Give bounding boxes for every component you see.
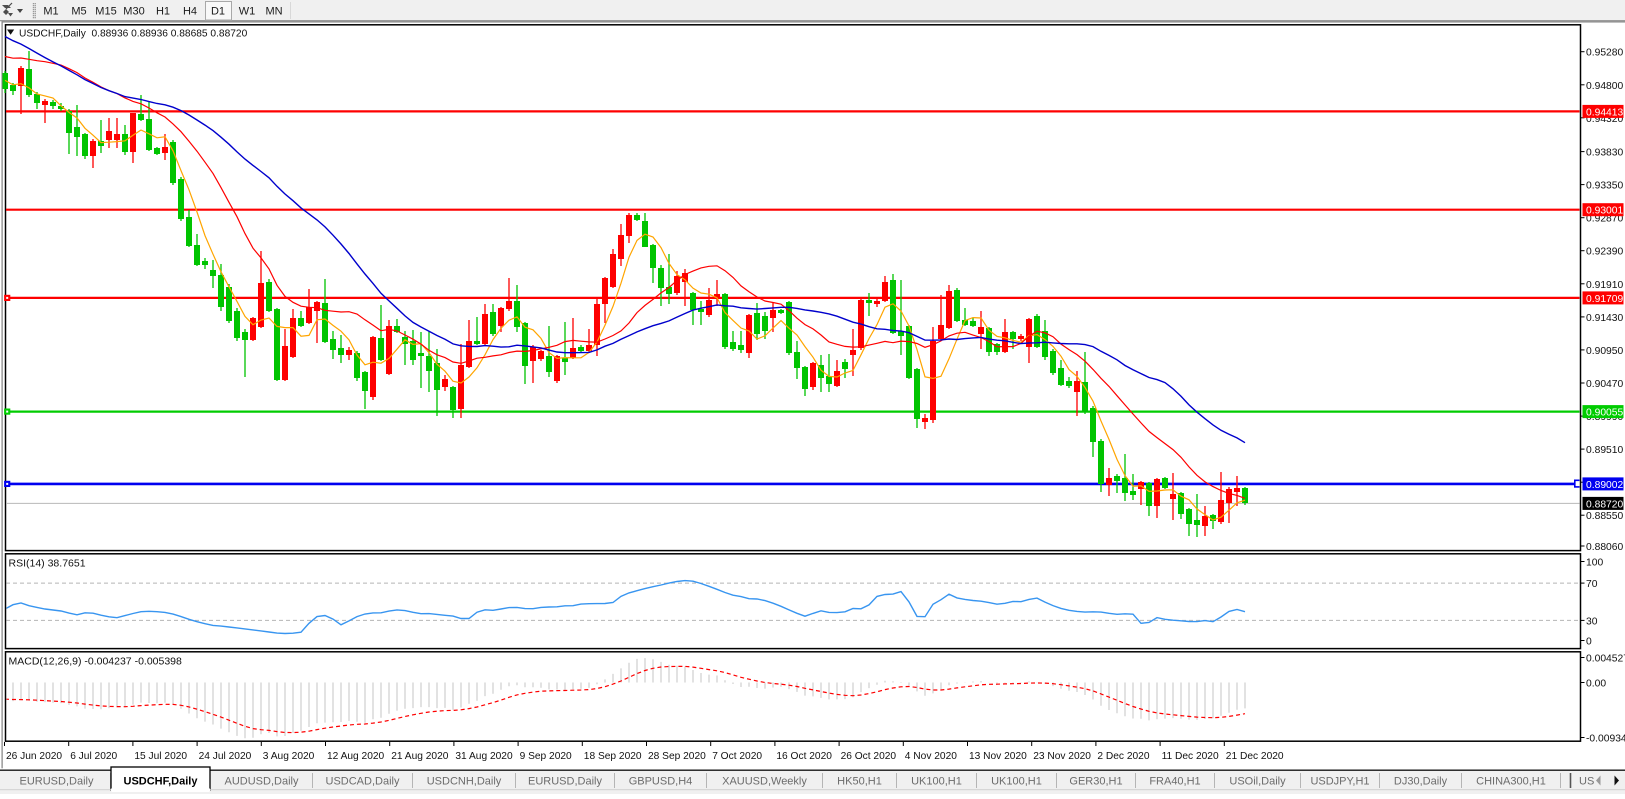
svg-text:11 Dec 2020: 11 Dec 2020 [1162, 751, 1219, 762]
svg-text:7 Oct 2020: 7 Oct 2020 [712, 751, 762, 762]
svg-text:31 Aug 2020: 31 Aug 2020 [455, 751, 513, 762]
svg-text:0.93001: 0.93001 [1586, 206, 1623, 217]
svg-text:UK100,H1: UK100,H1 [911, 776, 962, 788]
svg-text:4 Nov 2020: 4 Nov 2020 [905, 751, 957, 762]
svg-text:MACD(12,26,9) -0.004237 -0.005: MACD(12,26,9) -0.004237 -0.005398 [9, 656, 183, 668]
svg-text:USDCNH,Daily: USDCNH,Daily [427, 776, 502, 788]
svg-text:70: 70 [1586, 579, 1598, 590]
svg-text:15 Jul 2020: 15 Jul 2020 [134, 751, 187, 762]
svg-text:0.93830: 0.93830 [1586, 148, 1623, 159]
svg-text:H4: H4 [183, 6, 197, 18]
svg-text:W1: W1 [239, 6, 256, 18]
svg-text:0.00: 0.00 [1586, 679, 1606, 690]
svg-text:CHINA300,H1: CHINA300,H1 [1476, 776, 1546, 788]
svg-text:0.94413: 0.94413 [1586, 107, 1623, 118]
svg-text:0.91709: 0.91709 [1586, 294, 1623, 305]
svg-text:0.88720: 0.88720 [1586, 499, 1623, 510]
svg-text:FRA40,H1: FRA40,H1 [1149, 776, 1200, 788]
svg-text:H1: H1 [156, 6, 170, 18]
svg-text:100: 100 [1586, 558, 1603, 569]
svg-text:26 Jun 2020: 26 Jun 2020 [6, 751, 62, 762]
svg-text:-0.009348: -0.009348 [1586, 734, 1625, 745]
svg-text:0.93350: 0.93350 [1586, 181, 1623, 192]
svg-text:DJ30,Daily: DJ30,Daily [1394, 776, 1448, 788]
svg-text:UK100,H1: UK100,H1 [991, 776, 1042, 788]
svg-text:XAUUSD,Weekly: XAUUSD,Weekly [722, 776, 807, 788]
svg-text:M5: M5 [71, 6, 86, 18]
svg-text:US: US [1579, 776, 1594, 788]
svg-text:D1: D1 [211, 6, 225, 18]
svg-text:0.88550: 0.88550 [1586, 511, 1623, 522]
svg-text:MN: MN [265, 6, 282, 18]
svg-text:GBPUSD,H4: GBPUSD,H4 [629, 776, 693, 788]
svg-text:21 Dec 2020: 21 Dec 2020 [1226, 751, 1284, 762]
svg-text:26 Oct 2020: 26 Oct 2020 [841, 751, 897, 762]
svg-text:RSI(14) 38.7651: RSI(14) 38.7651 [9, 558, 86, 570]
svg-text:13 Nov 2020: 13 Nov 2020 [969, 751, 1027, 762]
svg-text:0.89002: 0.89002 [1586, 480, 1623, 491]
svg-text:0.91430: 0.91430 [1586, 313, 1623, 324]
svg-text:0.94800: 0.94800 [1586, 81, 1623, 92]
svg-text:M1: M1 [43, 6, 58, 18]
svg-text:0.90950: 0.90950 [1586, 346, 1623, 357]
svg-text:24 Jul 2020: 24 Jul 2020 [199, 751, 252, 762]
svg-text:M15: M15 [95, 6, 116, 18]
svg-text:M30: M30 [123, 6, 144, 18]
svg-text:0.88060: 0.88060 [1586, 542, 1623, 553]
svg-text:23 Nov 2020: 23 Nov 2020 [1033, 751, 1091, 762]
svg-text:3 Aug 2020: 3 Aug 2020 [263, 751, 315, 762]
svg-text:EURUSD,Daily: EURUSD,Daily [20, 776, 94, 788]
svg-text:0.004527: 0.004527 [1586, 654, 1625, 665]
svg-text:0.89510: 0.89510 [1586, 445, 1623, 456]
svg-text:21 Aug 2020: 21 Aug 2020 [391, 751, 449, 762]
svg-text:GER30,H1: GER30,H1 [1069, 776, 1122, 788]
svg-text:16 Oct 2020: 16 Oct 2020 [776, 751, 832, 762]
svg-text:6 Jul 2020: 6 Jul 2020 [70, 751, 117, 762]
svg-text:9 Sep 2020: 9 Sep 2020 [520, 751, 572, 762]
svg-text:HK50,H1: HK50,H1 [837, 776, 882, 788]
svg-text:AUDUSD,Daily: AUDUSD,Daily [225, 776, 299, 788]
svg-text:12 Aug 2020: 12 Aug 2020 [327, 751, 385, 762]
svg-text:0.90055: 0.90055 [1586, 408, 1623, 419]
svg-text:USDCAD,Daily: USDCAD,Daily [326, 776, 400, 788]
svg-text:USDCHF,Daily 0.88936 0.88936: USDCHF,Daily 0.88936 0.88936 0.88685 0.8… [19, 29, 248, 40]
svg-text:0.90470: 0.90470 [1586, 379, 1623, 390]
svg-text:USOil,Daily: USOil,Daily [1229, 776, 1286, 788]
svg-text:30: 30 [1586, 616, 1598, 627]
svg-text:0: 0 [1586, 637, 1592, 648]
svg-text:2 Dec 2020: 2 Dec 2020 [1097, 751, 1149, 762]
svg-text:18 Sep 2020: 18 Sep 2020 [584, 751, 642, 762]
svg-text:EURUSD,Daily: EURUSD,Daily [528, 776, 602, 788]
svg-text:USDJPY,H1: USDJPY,H1 [1310, 776, 1369, 788]
svg-text:0.91910: 0.91910 [1586, 280, 1623, 291]
svg-text:USDCHF,Daily: USDCHF,Daily [124, 776, 199, 788]
svg-text:0.92390: 0.92390 [1586, 247, 1623, 258]
svg-text:0.95280: 0.95280 [1586, 48, 1623, 59]
svg-text:28 Sep 2020: 28 Sep 2020 [648, 751, 706, 762]
